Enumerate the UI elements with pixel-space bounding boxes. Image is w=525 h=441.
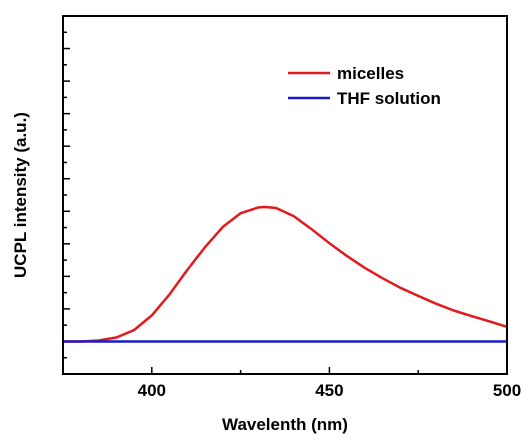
legend-label-thf-solution: THF solution [337,89,441,108]
legend-label-micelles: micelles [337,64,404,83]
x-tick-label-500: 500 [493,381,521,400]
series-layer [63,205,508,343]
y-axis-label: UCPL intensity (a.u.) [11,112,30,278]
x-tick-label-450: 450 [315,381,343,400]
x-axis-ticks [62,367,508,374]
x-axis-label: Wavelenth (nm) [222,415,348,434]
series-line-0 [63,205,508,343]
x-axis-tick-labels: 400 450 500 [138,381,522,400]
legend: micelles THF solution [288,64,441,108]
y-axis-ticks [63,15,70,375]
x-tick-label-400: 400 [138,381,166,400]
plot-frame [62,15,508,375]
